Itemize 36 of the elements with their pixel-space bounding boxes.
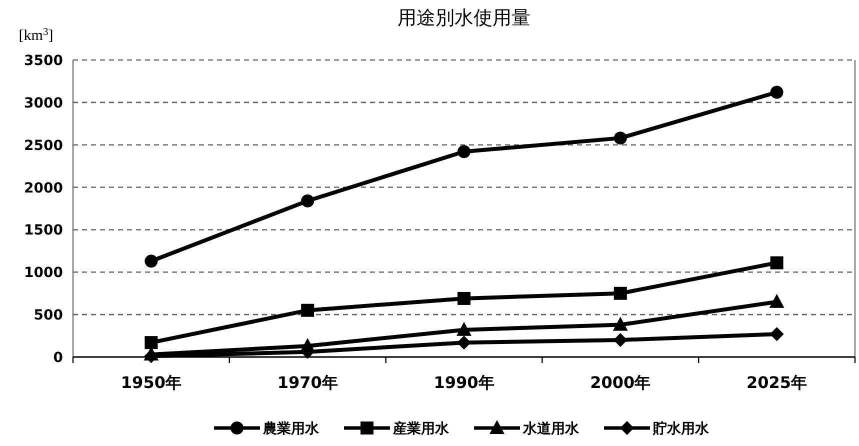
point xyxy=(301,304,314,317)
y-tick-label: 2000 xyxy=(24,180,64,196)
point xyxy=(144,336,158,350)
legend-label: 農業用水 xyxy=(262,421,320,437)
y-tick-label: 2500 xyxy=(24,138,64,154)
x-tick-label: 2000年 xyxy=(590,373,651,392)
x-tick-label: 1990年 xyxy=(434,373,494,392)
x-tick-label: 1950年 xyxy=(120,373,182,392)
point xyxy=(770,327,784,342)
x-tick-label: 2025年 xyxy=(746,373,808,392)
y-tick-label: 1000 xyxy=(24,265,64,282)
point xyxy=(770,256,784,270)
point xyxy=(457,336,471,350)
y-tick-label: 1500 xyxy=(24,222,64,239)
point xyxy=(770,86,784,99)
point xyxy=(301,194,314,208)
point xyxy=(458,145,470,158)
point xyxy=(614,286,627,300)
y-tick-label: 0 xyxy=(53,350,64,366)
point xyxy=(613,333,628,348)
y-tick-label: 3000 xyxy=(24,95,64,112)
point xyxy=(300,338,316,352)
x-tick-label: 1970年 xyxy=(277,373,338,392)
chart-title: 用途別水使用量 xyxy=(398,7,530,29)
y-tick-label: 3500 xyxy=(24,53,64,69)
point xyxy=(614,132,627,145)
legend-label: 貯水用水 xyxy=(652,420,710,437)
point xyxy=(458,292,470,305)
point xyxy=(144,254,158,268)
legend-label: 産業用水 xyxy=(392,420,450,437)
y-axis-title: [km$^{3}$] xyxy=(18,26,54,44)
point xyxy=(612,316,628,331)
point xyxy=(769,294,784,308)
point xyxy=(456,322,472,336)
y-tick-label: 500 xyxy=(34,308,64,324)
legend-label: 水道用水 xyxy=(522,421,580,437)
